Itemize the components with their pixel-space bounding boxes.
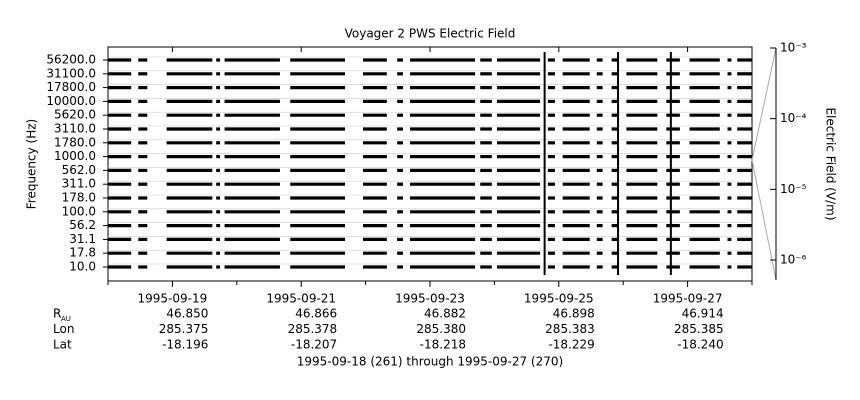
- ephemeris-value: 285.383: [545, 322, 595, 336]
- y-tick-label: 311.0: [62, 177, 96, 191]
- y-tick-label: 56200.0: [46, 53, 96, 67]
- ephemeris-value: 285.378: [288, 322, 338, 336]
- y-tick-label: 1000.0: [54, 149, 96, 163]
- y2-tick-label: 10⁻⁵: [780, 182, 807, 196]
- ephemeris-value: -18.229: [548, 338, 594, 352]
- y-tick-label: 17800.0: [46, 80, 96, 94]
- ephemeris-value: 46.882: [424, 307, 466, 321]
- ephemeris-label: Lat: [53, 338, 72, 352]
- y-tick-label: 1780.0: [54, 135, 96, 149]
- ephemeris-label: Lon: [53, 322, 74, 336]
- y-tick-label: 562.0: [62, 163, 96, 177]
- ephemeris-value: -18.218: [420, 338, 466, 352]
- ephemeris-value: -18.196: [162, 338, 208, 352]
- ephemeris-value: 285.380: [416, 322, 466, 336]
- ephemeris-value: 46.898: [553, 307, 595, 321]
- ephemeris-label: R: [53, 307, 61, 321]
- ephemeris-value: 285.375: [159, 322, 209, 336]
- ephemeris-value: 46.914: [682, 307, 724, 321]
- y-tick-label: 17.8: [69, 246, 96, 260]
- y-tick-label: 100.0: [62, 204, 96, 218]
- ephemeris-label-sub: AU: [61, 315, 71, 323]
- y-tick-label: 178.0: [62, 191, 96, 205]
- x-tick-label: 1995-09-19: [138, 292, 208, 306]
- ephemeris-value: -18.240: [677, 338, 723, 352]
- y2-tick-label: 10⁻⁶: [780, 253, 807, 267]
- ephemeris-value: 285.385: [674, 322, 724, 336]
- plot-frame: [107, 46, 753, 282]
- y-tick-label: 5620.0: [54, 108, 96, 122]
- footer: 1995-09-18 (261) through 1995-09-27 (270…: [297, 355, 563, 369]
- x-tick-label: 1995-09-27: [653, 292, 723, 306]
- y-tick-label: 10000.0: [46, 94, 96, 108]
- ephemeris-value: 46.850: [166, 307, 208, 321]
- connector: [751, 159, 777, 281]
- y-tick-label: 3110.0: [54, 122, 96, 136]
- x-tick-label: 1995-09-21: [266, 292, 336, 306]
- chart-title: Voyager 2 PWS Electric Field: [345, 27, 516, 41]
- x-tick-label: 1995-09-23: [395, 292, 465, 306]
- y-axis-label: Frequency (Hz): [25, 119, 39, 210]
- ephemeris-value: -18.207: [291, 338, 337, 352]
- y2-axis-label: Electric Field (V/m): [824, 107, 838, 220]
- x-tick-label: 1995-09-25: [524, 292, 594, 306]
- connector: [751, 47, 777, 161]
- y-tick-label: 10.0: [69, 260, 96, 274]
- y-tick-label: 31.1: [69, 232, 96, 246]
- y-tick-label: 56.2: [69, 218, 96, 232]
- ephemeris-value: 46.866: [295, 307, 337, 321]
- y-tick-label: 31100.0: [46, 66, 96, 80]
- y2-tick-label: 10⁻³: [780, 41, 807, 55]
- y2-tick-label: 10⁻⁴: [780, 111, 807, 125]
